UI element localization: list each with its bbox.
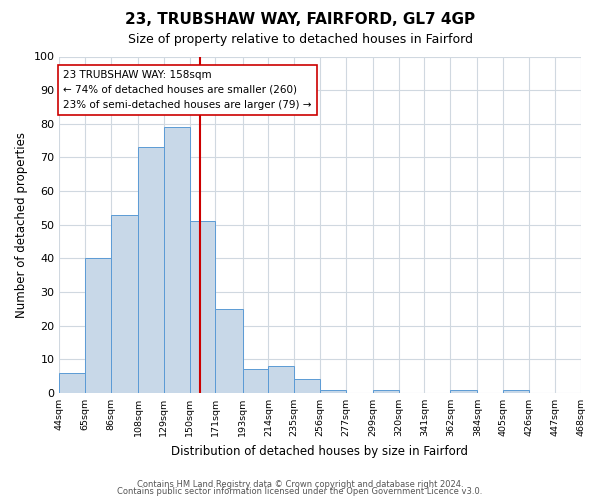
Bar <box>268 366 294 393</box>
X-axis label: Distribution of detached houses by size in Fairford: Distribution of detached houses by size … <box>172 444 469 458</box>
Bar <box>215 309 242 393</box>
Bar <box>242 370 268 393</box>
Text: 23, TRUBSHAW WAY, FAIRFORD, GL7 4GP: 23, TRUBSHAW WAY, FAIRFORD, GL7 4GP <box>125 12 475 28</box>
Bar <box>450 390 477 393</box>
Bar <box>164 127 190 393</box>
Bar <box>111 214 138 393</box>
Bar <box>138 148 164 393</box>
Bar <box>503 390 529 393</box>
Bar <box>85 258 111 393</box>
Text: Size of property relative to detached houses in Fairford: Size of property relative to detached ho… <box>128 32 473 46</box>
Y-axis label: Number of detached properties: Number of detached properties <box>15 132 28 318</box>
Text: Contains HM Land Registry data © Crown copyright and database right 2024.: Contains HM Land Registry data © Crown c… <box>137 480 463 489</box>
Text: Contains public sector information licensed under the Open Government Licence v3: Contains public sector information licen… <box>118 487 482 496</box>
Bar <box>59 372 85 393</box>
Bar <box>320 390 346 393</box>
Text: 23 TRUBSHAW WAY: 158sqm
← 74% of detached houses are smaller (260)
23% of semi-d: 23 TRUBSHAW WAY: 158sqm ← 74% of detache… <box>63 70 311 110</box>
Bar <box>373 390 398 393</box>
Bar <box>190 222 215 393</box>
Bar <box>294 380 320 393</box>
